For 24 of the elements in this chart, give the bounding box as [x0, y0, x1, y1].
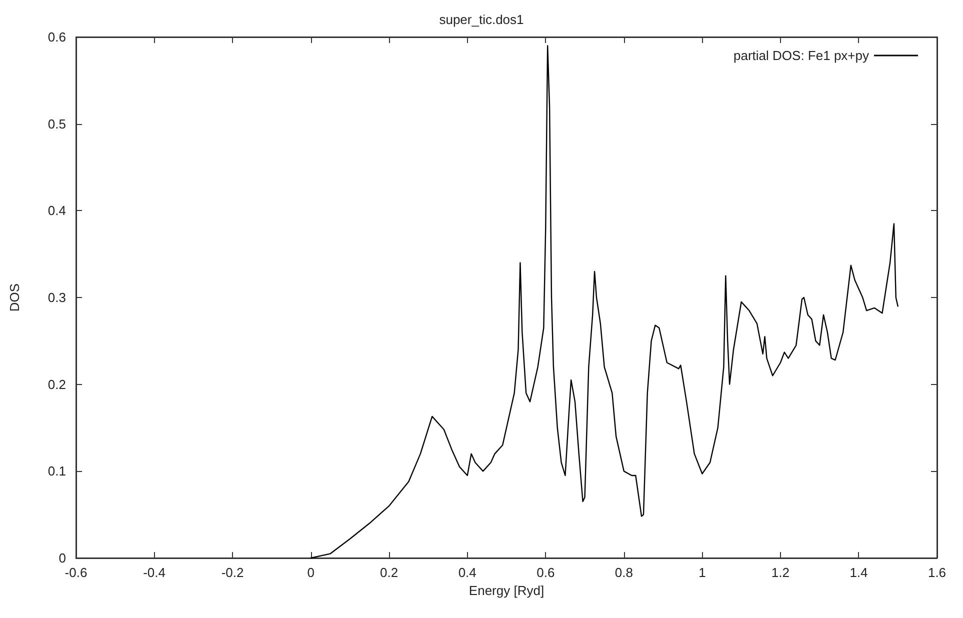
x-tick-label: 1 — [698, 565, 706, 580]
y-axis-title: DOS — [7, 283, 22, 312]
legend-label: partial DOS: Fe1 px+py — [734, 48, 870, 63]
x-tick-label: -0.4 — [143, 565, 166, 580]
y-tick-label: 0.6 — [48, 30, 66, 44]
x-tick-label: 1.2 — [771, 565, 790, 580]
y-tick-label: 0 — [58, 550, 66, 566]
y-tick-label: 0.1 — [48, 464, 66, 479]
x-tick-label: 0.2 — [380, 565, 398, 580]
y-tick-label: 0.2 — [48, 376, 66, 392]
line-series — [310, 45, 898, 559]
x-tick-label: 0.4 — [458, 565, 476, 580]
x-tick-label: 1.4 — [850, 565, 868, 580]
x-tick-label: -0.2 — [221, 565, 244, 580]
x-axis-title: Energy [Ryd] — [468, 582, 544, 598]
x-tick-label: 1.6 — [928, 565, 946, 580]
x-tick-label: 0.6 — [536, 565, 555, 580]
y-tick-label: 0.3 — [48, 290, 66, 305]
x-tick-label: 0 — [307, 565, 314, 580]
chart-title: super_tic.dos1 — [439, 12, 524, 27]
y-tick-label: 0.4 — [48, 203, 66, 218]
x-tick-label: -0.6 — [64, 565, 88, 580]
x-tick-label: 0.8 — [614, 565, 633, 580]
y-tick-label: 0.5 — [48, 116, 66, 132]
